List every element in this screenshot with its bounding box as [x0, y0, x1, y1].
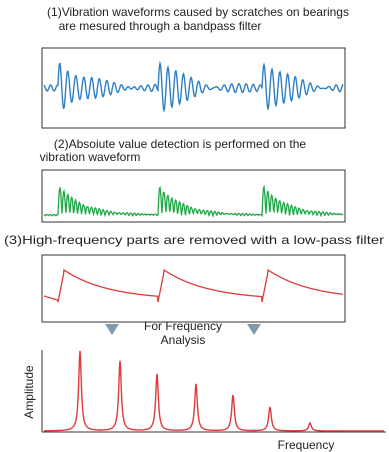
step-1-line-1: (1)Vibration waveforms caused by scratch… [47, 5, 349, 19]
arrow-down [247, 324, 261, 335]
y-axis-label: Amplitude [22, 365, 36, 419]
step-3-line-1: (3)High-frequency parts are removed with… [4, 233, 384, 247]
analysis-line-2: Analysis [161, 333, 206, 347]
x-axis-label: Frequency [278, 438, 335, 452]
step-2-line-1: (2)Absoiute value detection is performed… [54, 137, 306, 151]
lowpass-box [41, 254, 346, 323]
arrow-down [105, 324, 119, 335]
absolute-waveform [43, 184, 344, 219]
spectrum-curve [44, 350, 384, 432]
step-1-line-2: are mesured through a bandpass filter [59, 19, 262, 33]
step-2-line-2: vibration waveform [40, 150, 141, 164]
analysis-line-1: For Frequency [144, 319, 222, 333]
envelope-waveform [43, 268, 343, 303]
vibration-waveform [43, 60, 344, 113]
